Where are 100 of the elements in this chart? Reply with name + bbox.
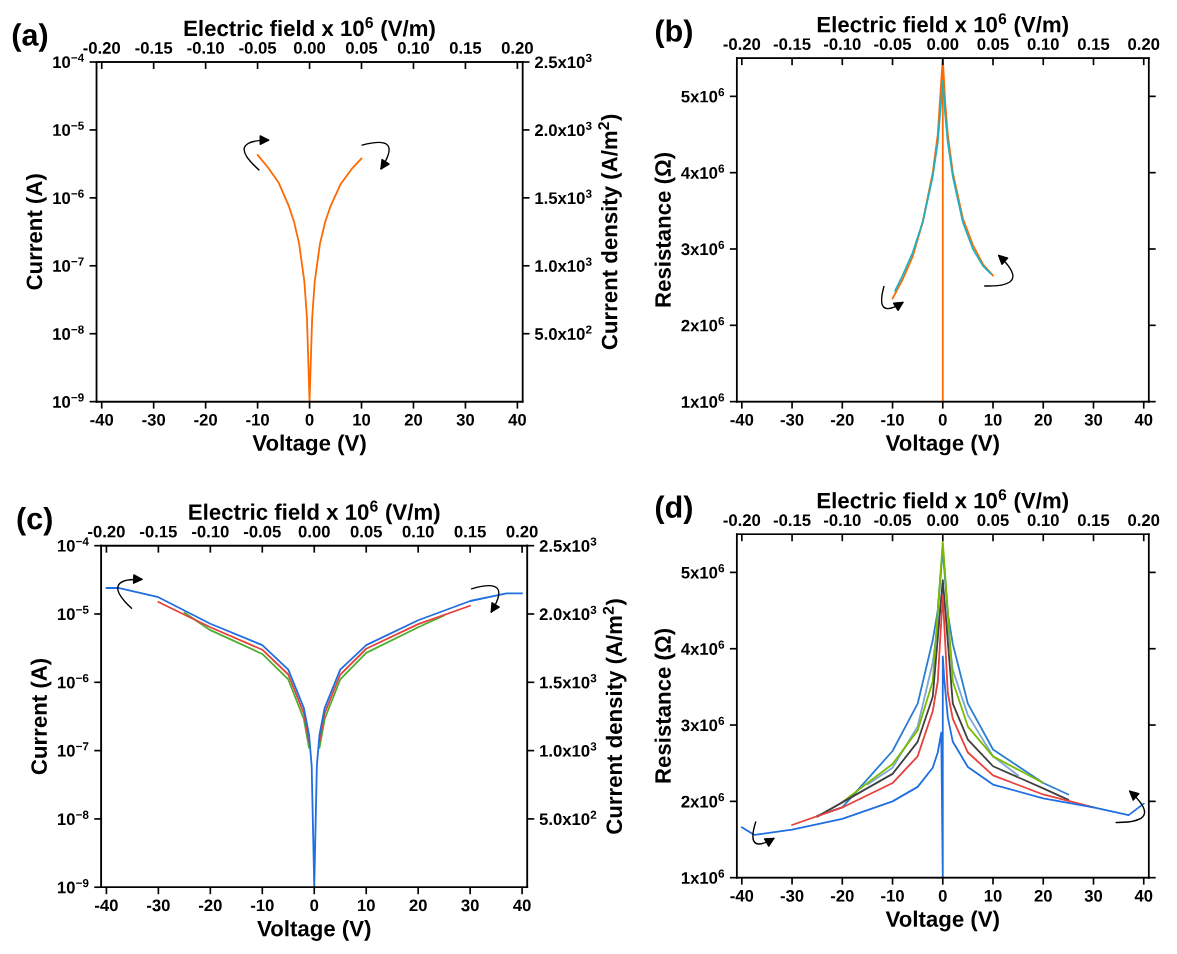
y2-tick-label: 1.0x10$^{3}$ <box>535 257 592 272</box>
y2-axis-title: Current density (A/m$^{2}$) <box>598 114 622 350</box>
y-tick-label: 10$^{−8}$ <box>57 810 89 826</box>
x2-tick-label: 0.10 <box>1027 38 1059 51</box>
x2-axis-title: Electric field x 10$^{6}$ (V/m) <box>817 489 1068 513</box>
x2-tick-label: 0.00 <box>927 514 959 527</box>
x2-axis-title: Electric field x 10$^{6}$ (V/m) <box>184 16 435 41</box>
y-tick-label: 10$^{−9}$ <box>57 878 89 894</box>
x-tick-label: 20 <box>409 899 427 912</box>
x-tick-label: 10 <box>984 413 1002 426</box>
y-tick-label: 1x10$^{6}$ <box>681 869 725 884</box>
y2-tick-label: 2.0x10$^{3}$ <box>534 121 592 137</box>
y2-tick-label: 5.0x10$^{2}$ <box>534 325 592 340</box>
x2-tick-label: -0.15 <box>135 42 173 54</box>
chart-title: (a) <box>12 23 48 52</box>
x2-tick-label: 0.15 <box>449 42 482 54</box>
y-tick-label: 4x10$^{6}$ <box>681 640 725 655</box>
x-tick-label: 30 <box>461 899 479 912</box>
line-series <box>105 587 524 888</box>
x2-axis-title: Electric field x 10$^{6}$ (V/m) <box>189 500 440 525</box>
x-tick-label: 20 <box>1034 889 1052 902</box>
y-tick-label: 10$^{−4}$ <box>53 53 85 69</box>
x-tick-label: 10 <box>984 889 1002 902</box>
y-tick-label: 10$^{−5}$ <box>53 121 84 136</box>
line-series <box>841 540 1045 804</box>
x2-tick-label: 0.05 <box>977 38 1009 51</box>
x-tick-label: -40 <box>95 899 118 912</box>
y-tick-label: 10$^{−7}$ <box>57 742 89 757</box>
y-tick-label: 10$^{−6}$ <box>57 674 89 689</box>
x-tick-label: -20 <box>830 889 854 902</box>
y-axis-title: Resistance (Ω) <box>654 152 676 307</box>
y-tick-label: 3x10$^{6}$ <box>681 240 725 256</box>
x-tick-label: -40 <box>90 413 114 426</box>
x-axis-title: Voltage (V) <box>885 910 999 932</box>
line-series <box>740 655 1145 878</box>
x-tick-label: -40 <box>730 889 754 902</box>
x2-tick-label: -0.10 <box>823 38 861 51</box>
y-tick-label: 2x10$^{6}$ <box>681 317 725 332</box>
y-tick-label: 10$^{−6}$ <box>53 189 84 205</box>
x-tick-label: -30 <box>142 413 166 426</box>
x-axis-title: Voltage (V) <box>252 434 366 456</box>
y2-tick-label: 5.0x10$^{2}$ <box>539 810 597 826</box>
x2-tick-label: 0.10 <box>402 525 434 538</box>
x-tick-label: 20 <box>1034 413 1052 426</box>
y-tick-label: 4x10$^{6}$ <box>681 164 725 179</box>
x2-tick-label: -0.15 <box>773 38 811 51</box>
x-tick-label: -30 <box>780 889 804 902</box>
x2-tick-label: 0.20 <box>501 42 533 54</box>
x-tick-label: -40 <box>730 413 754 426</box>
x-tick-label: 0 <box>310 899 319 912</box>
y-tick-label: 2x10$^{6}$ <box>681 793 725 808</box>
x2-tick-label: -0.05 <box>874 38 912 51</box>
x2-tick-label: 0.10 <box>397 42 430 54</box>
y-tick-label: 10$^{−4}$ <box>57 537 89 552</box>
x2-axis-title: Electric field x 10$^{6}$ (V/m) <box>817 13 1068 37</box>
x-tick-label: 40 <box>1134 413 1153 426</box>
x2-tick-label: -0.20 <box>88 525 125 538</box>
y-axis-title: Current (A) <box>30 658 52 775</box>
x2-tick-label: 0.00 <box>298 525 330 538</box>
x-tick-label: -20 <box>198 899 222 912</box>
x-tick-label: 20 <box>404 413 423 426</box>
x2-tick-label: 0.00 <box>293 42 326 54</box>
y-axis-title: Current (A) <box>25 174 47 290</box>
y-axis-title: Resistance (Ω) <box>654 628 676 783</box>
line-series <box>894 80 992 292</box>
y-tick-label: 5x10$^{6}$ <box>681 564 725 579</box>
x2-tick-label: 0.15 <box>454 525 486 538</box>
x-tick-label: -20 <box>194 413 217 426</box>
x-tick-label: -30 <box>146 899 170 912</box>
y2-tick-label: 2.0x10$^{3}$ <box>539 605 597 621</box>
x-tick-label: -20 <box>830 413 854 426</box>
x2-tick-label: 0.15 <box>1077 38 1110 51</box>
x-tick-label: -10 <box>246 413 269 426</box>
x2-tick-label: 0.15 <box>1077 514 1110 527</box>
x2-tick-label: -0.10 <box>823 514 861 527</box>
y2-tick-label: 1.5x10$^{3}$ <box>535 189 592 205</box>
y-tick-label: 10$^{−9}$ <box>53 393 84 408</box>
x2-tick-label: -0.15 <box>140 525 177 538</box>
x-tick-label: 30 <box>1084 413 1103 426</box>
x-tick-label: 30 <box>456 413 475 426</box>
chart-title: (d) <box>655 495 692 524</box>
x-tick-label: 0 <box>938 413 947 426</box>
x2-tick-label: -0.05 <box>243 525 281 538</box>
x2-tick-label: 0.20 <box>1128 38 1160 51</box>
chart-title: (b) <box>655 19 692 48</box>
y2-tick-label: 1.5x10$^{3}$ <box>540 674 597 689</box>
x-tick-label: -10 <box>881 889 904 902</box>
x-tick-label: 40 <box>513 899 531 912</box>
x-axis-title: Voltage (V) <box>257 920 371 941</box>
y-tick-label: 10$^{−8}$ <box>53 325 84 340</box>
x2-tick-label: -0.05 <box>239 42 277 54</box>
x-axis-title: Voltage (V) <box>885 434 999 456</box>
y2-axis-title: Current density (A/m$^{2}$) <box>602 599 627 834</box>
x2-tick-label: 0.05 <box>977 514 1009 527</box>
y-tick-label: 1x10$^{6}$ <box>681 393 725 408</box>
x-tick-label: 0 <box>938 889 947 902</box>
x-tick-label: 40 <box>508 413 526 426</box>
y-tick-label: 10$^{−5}$ <box>57 605 89 621</box>
x2-tick-label: 0.10 <box>1027 514 1059 527</box>
x2-tick-label: -0.15 <box>773 514 811 527</box>
